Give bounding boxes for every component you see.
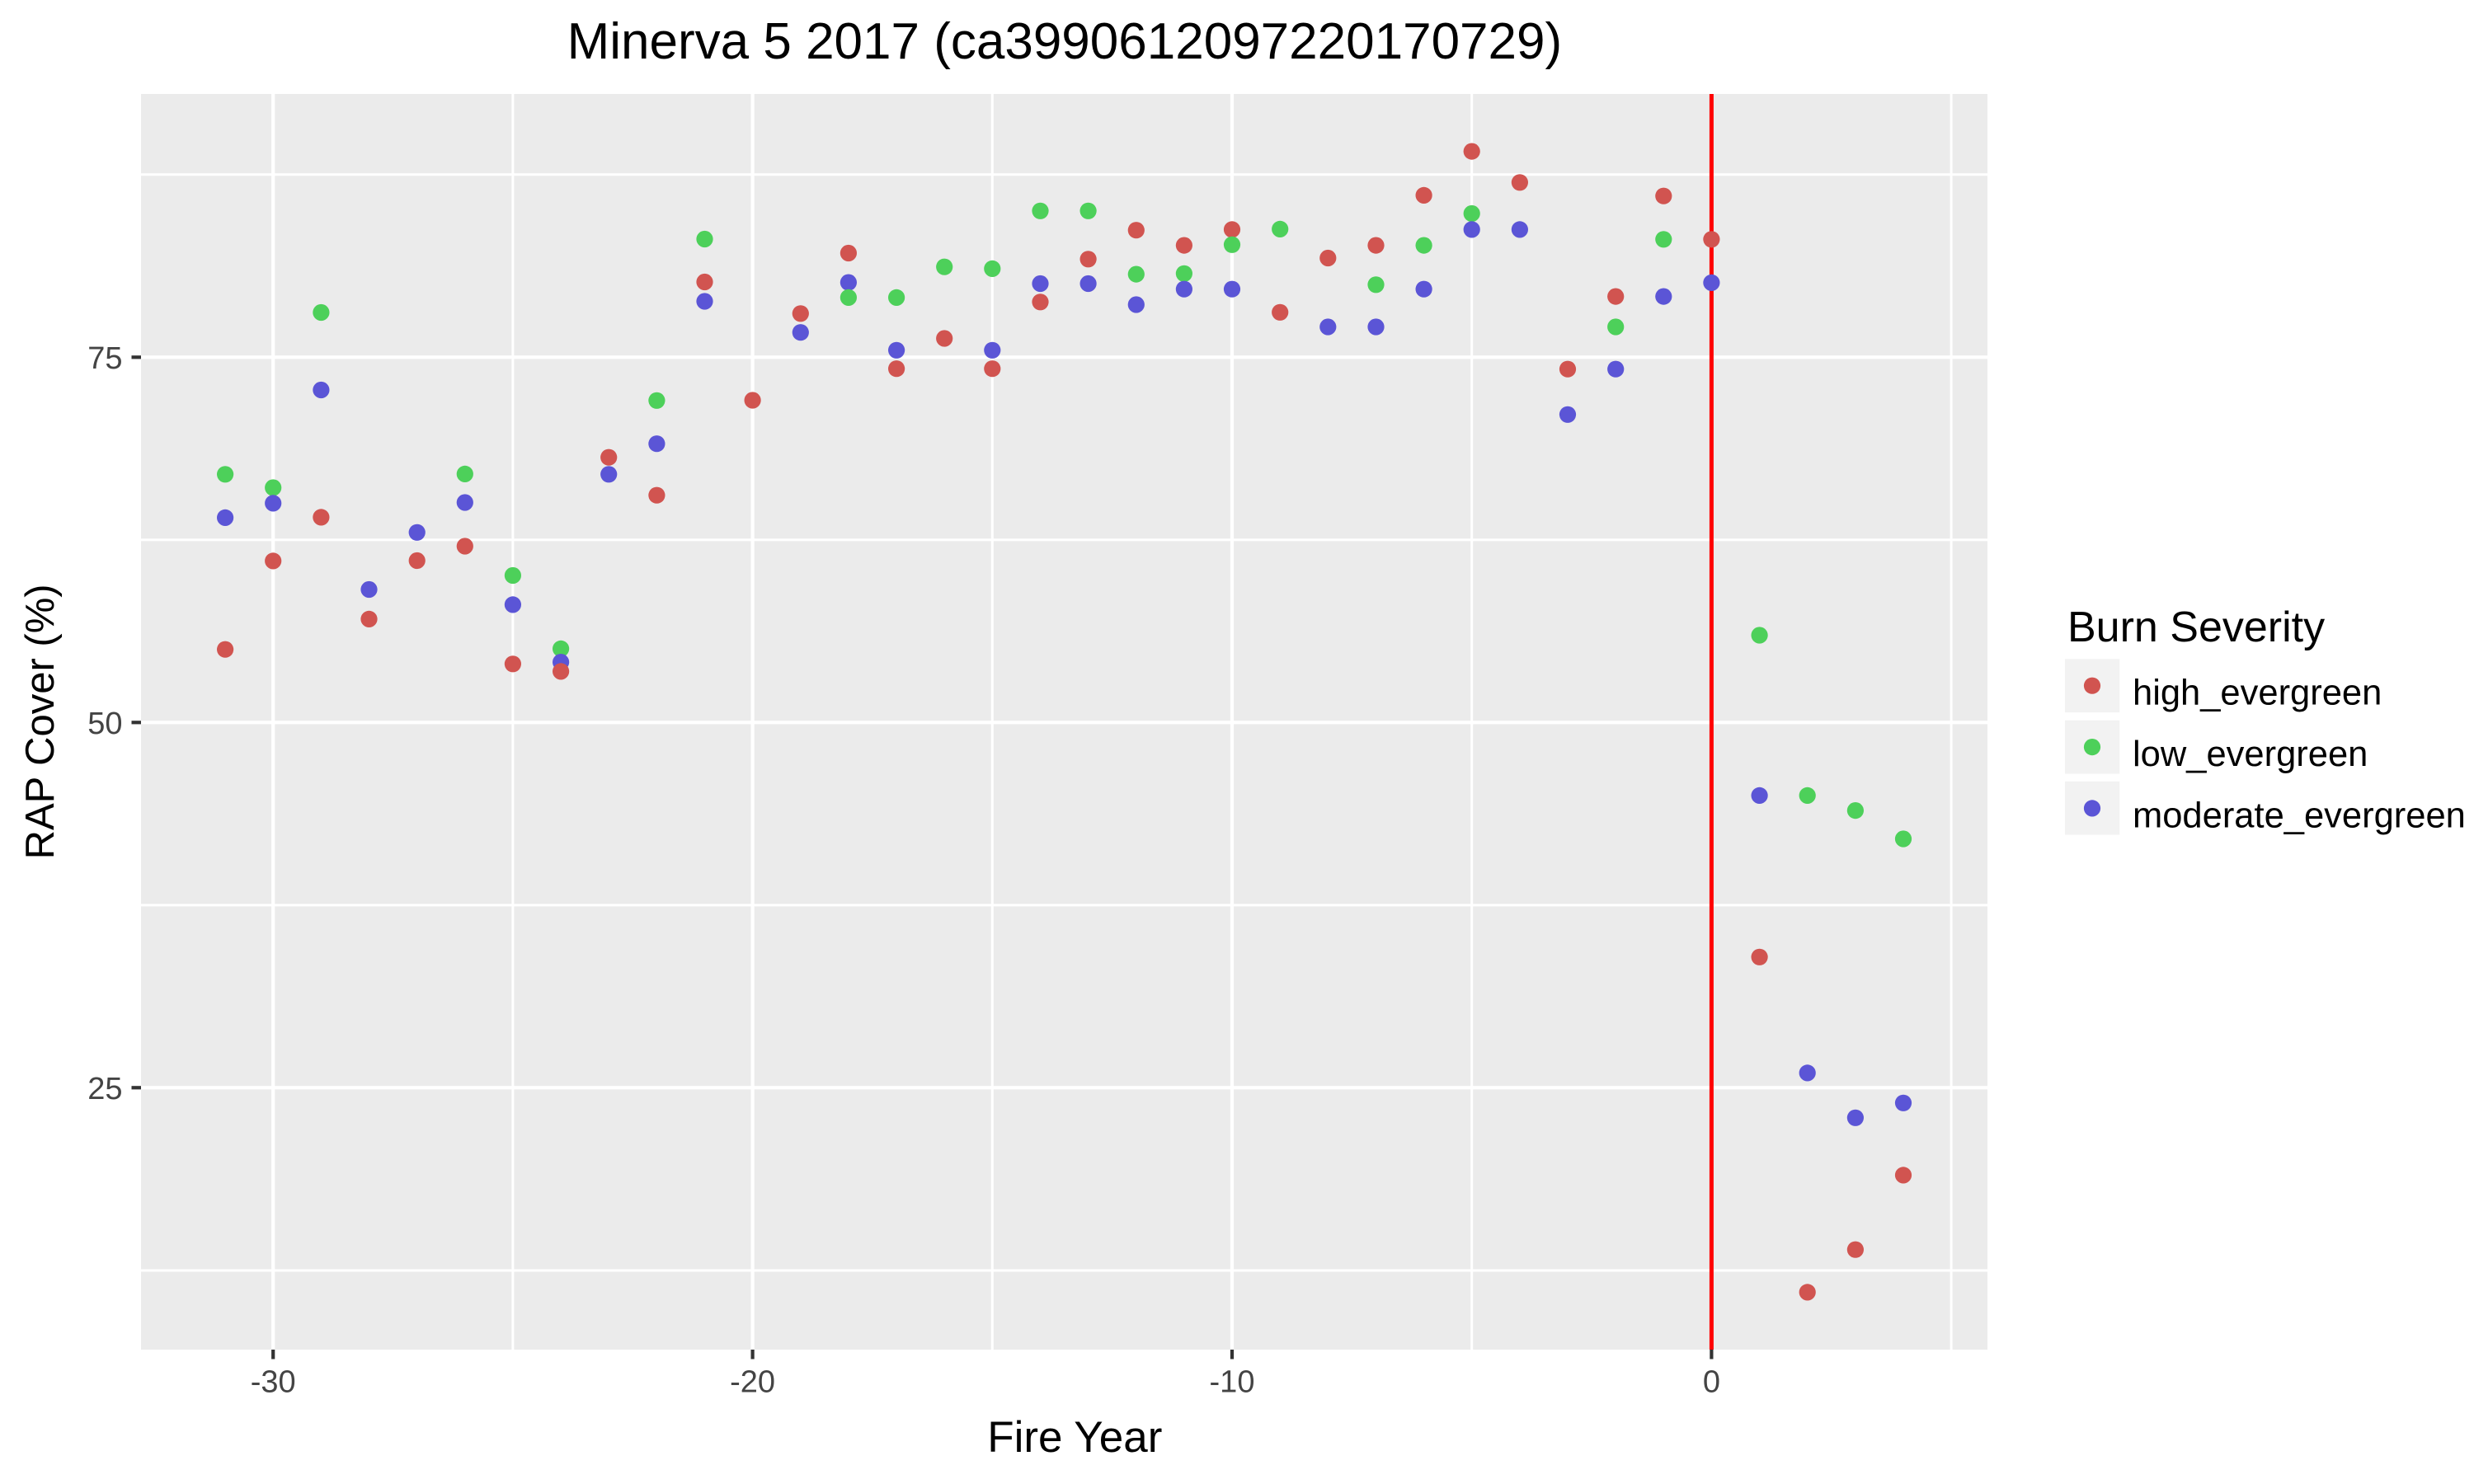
svg-text:Burn Severity: Burn Severity xyxy=(2067,603,2325,651)
svg-text:0: 0 xyxy=(1703,1365,1720,1400)
svg-text:Fire Year: Fire Year xyxy=(987,1413,1162,1462)
svg-text:-20: -20 xyxy=(730,1365,775,1400)
svg-text:25: 25 xyxy=(87,1072,122,1106)
svg-text:Minerva 5 2017 (ca399061209722: Minerva 5 2017 (ca3990612097220170729) xyxy=(567,13,1563,70)
svg-text:low_evergreen: low_evergreen xyxy=(2133,735,2368,774)
svg-text:RAP Cover (%): RAP Cover (%) xyxy=(18,584,63,859)
svg-text:high_evergreen: high_evergreen xyxy=(2133,674,2382,713)
svg-text:75: 75 xyxy=(87,341,122,376)
svg-text:50: 50 xyxy=(87,707,122,741)
svg-text:-10: -10 xyxy=(1210,1365,1255,1400)
svg-text:-30: -30 xyxy=(251,1365,296,1400)
svg-text:moderate_evergreen: moderate_evergreen xyxy=(2133,796,2466,835)
